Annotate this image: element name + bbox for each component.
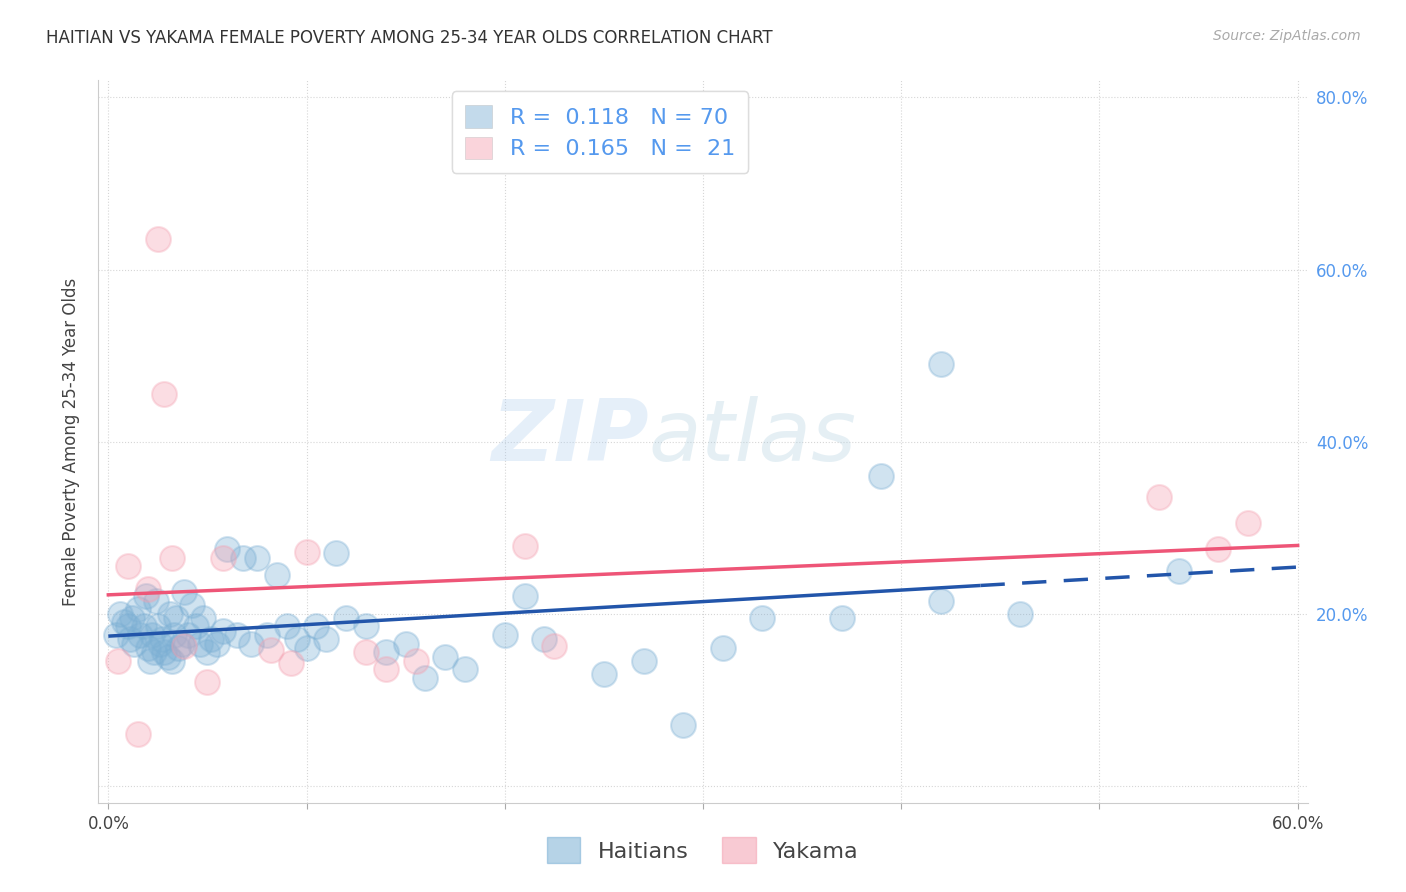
Point bbox=[156, 649, 179, 664]
Point bbox=[295, 640, 318, 655]
Point bbox=[120, 632, 142, 647]
Point bbox=[197, 675, 219, 690]
Point bbox=[142, 645, 165, 659]
Point bbox=[184, 619, 207, 633]
Point bbox=[136, 582, 159, 597]
Legend: R =  0.118   N = 70, R =  0.165   N =  21: R = 0.118 N = 70, R = 0.165 N = 21 bbox=[453, 91, 748, 173]
Point bbox=[160, 654, 183, 668]
Point bbox=[240, 637, 263, 651]
Point bbox=[751, 611, 773, 625]
Point bbox=[160, 550, 183, 565]
Point bbox=[146, 232, 169, 246]
Point bbox=[145, 593, 167, 607]
Point bbox=[246, 550, 269, 565]
Point bbox=[132, 619, 155, 633]
Point bbox=[929, 357, 952, 371]
Point bbox=[870, 469, 893, 483]
Point bbox=[136, 640, 159, 655]
Point bbox=[354, 645, 377, 659]
Point bbox=[141, 628, 163, 642]
Point bbox=[127, 727, 149, 741]
Text: HAITIAN VS YAKAMA FEMALE POVERTY AMONG 25-34 YEAR OLDS CORRELATION CHART: HAITIAN VS YAKAMA FEMALE POVERTY AMONG 2… bbox=[46, 29, 773, 46]
Point bbox=[266, 567, 288, 582]
Point bbox=[166, 640, 188, 655]
Point bbox=[395, 637, 418, 651]
Point bbox=[276, 619, 298, 633]
Point bbox=[335, 611, 357, 625]
Point bbox=[200, 632, 222, 647]
Text: atlas: atlas bbox=[648, 396, 856, 479]
Point bbox=[153, 645, 176, 659]
Point bbox=[374, 645, 396, 659]
Point bbox=[633, 654, 655, 668]
Point bbox=[1167, 564, 1189, 578]
Point bbox=[1237, 516, 1260, 531]
Point bbox=[139, 654, 162, 668]
Point bbox=[325, 546, 347, 560]
Point bbox=[129, 628, 152, 642]
Point bbox=[1208, 542, 1230, 557]
Point bbox=[112, 615, 135, 630]
Point bbox=[135, 590, 157, 604]
Point bbox=[354, 619, 377, 633]
Point bbox=[146, 619, 169, 633]
Point bbox=[533, 632, 555, 647]
Point bbox=[165, 611, 187, 625]
Point bbox=[929, 593, 952, 607]
Point bbox=[260, 642, 283, 657]
Point bbox=[226, 628, 249, 642]
Text: Source: ZipAtlas.com: Source: ZipAtlas.com bbox=[1213, 29, 1361, 43]
Point bbox=[494, 628, 516, 642]
Point bbox=[831, 611, 853, 625]
Point bbox=[1147, 491, 1170, 505]
Point bbox=[121, 611, 143, 625]
Point bbox=[232, 550, 254, 565]
Point bbox=[188, 637, 211, 651]
Point bbox=[127, 602, 149, 616]
Point bbox=[454, 663, 477, 677]
Point bbox=[173, 585, 195, 599]
Point bbox=[217, 542, 239, 557]
Point bbox=[163, 628, 186, 642]
Point bbox=[193, 611, 215, 625]
Point bbox=[173, 639, 195, 653]
Point bbox=[256, 628, 278, 642]
Point bbox=[513, 590, 536, 604]
Point bbox=[212, 624, 235, 638]
Point bbox=[513, 540, 536, 554]
Point bbox=[207, 637, 229, 651]
Point bbox=[1010, 607, 1032, 621]
Point bbox=[176, 628, 198, 642]
Point bbox=[315, 632, 337, 647]
Y-axis label: Female Poverty Among 25-34 Year Olds: Female Poverty Among 25-34 Year Olds bbox=[62, 277, 80, 606]
Point bbox=[117, 559, 139, 574]
Point bbox=[150, 632, 173, 647]
Point bbox=[149, 637, 172, 651]
Point bbox=[593, 666, 616, 681]
Point bbox=[672, 718, 695, 732]
Point bbox=[170, 637, 193, 651]
Point bbox=[285, 632, 308, 647]
Legend: Haitians, Yakama: Haitians, Yakama bbox=[538, 829, 868, 872]
Point bbox=[295, 544, 318, 558]
Point bbox=[110, 607, 132, 621]
Text: ZIP: ZIP bbox=[491, 396, 648, 479]
Point bbox=[405, 654, 427, 668]
Point bbox=[159, 607, 181, 621]
Point bbox=[107, 654, 129, 668]
Point bbox=[280, 657, 302, 671]
Point bbox=[117, 619, 139, 633]
Point bbox=[434, 649, 457, 664]
Point bbox=[212, 550, 235, 565]
Point bbox=[105, 628, 128, 642]
Point bbox=[415, 671, 437, 685]
Point bbox=[122, 637, 145, 651]
Point bbox=[153, 387, 176, 401]
Point bbox=[374, 663, 396, 677]
Point bbox=[197, 645, 219, 659]
Point bbox=[180, 598, 202, 612]
Point bbox=[711, 640, 734, 655]
Point bbox=[543, 639, 565, 653]
Point bbox=[305, 619, 328, 633]
